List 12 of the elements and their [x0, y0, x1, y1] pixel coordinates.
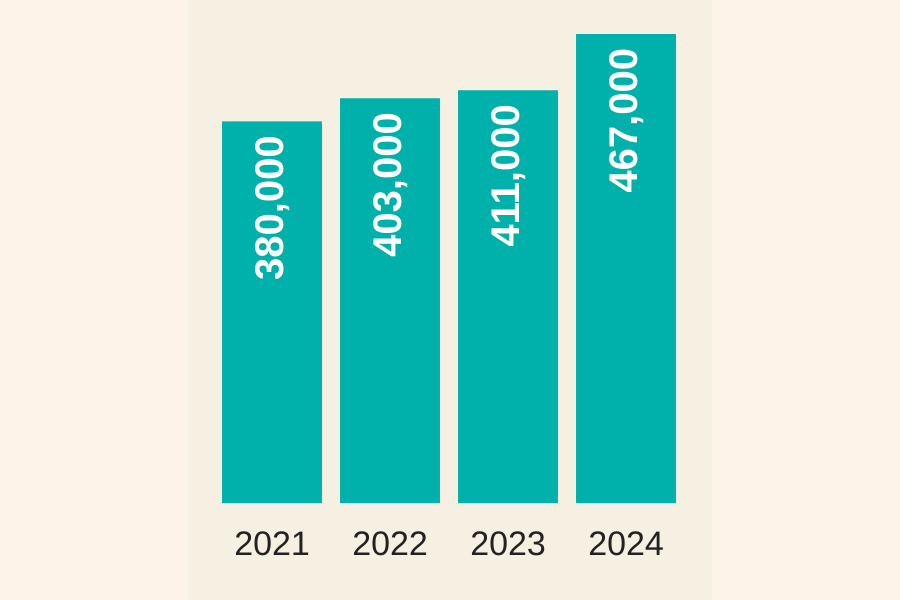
data-label: 403,000: [366, 112, 410, 257]
x-tick-label: 2023: [470, 524, 546, 563]
bar: [340, 98, 440, 504]
bar: [576, 34, 676, 504]
data-label: 380,000: [248, 135, 292, 280]
x-tick-label: 2021: [234, 524, 310, 563]
data-label: 467,000: [602, 48, 646, 193]
bar: [222, 121, 322, 504]
x-tick-label: 2024: [588, 524, 664, 563]
bar: [458, 90, 558, 504]
x-tick-label: 2022: [352, 524, 428, 563]
data-label: 411,000: [484, 104, 528, 247]
